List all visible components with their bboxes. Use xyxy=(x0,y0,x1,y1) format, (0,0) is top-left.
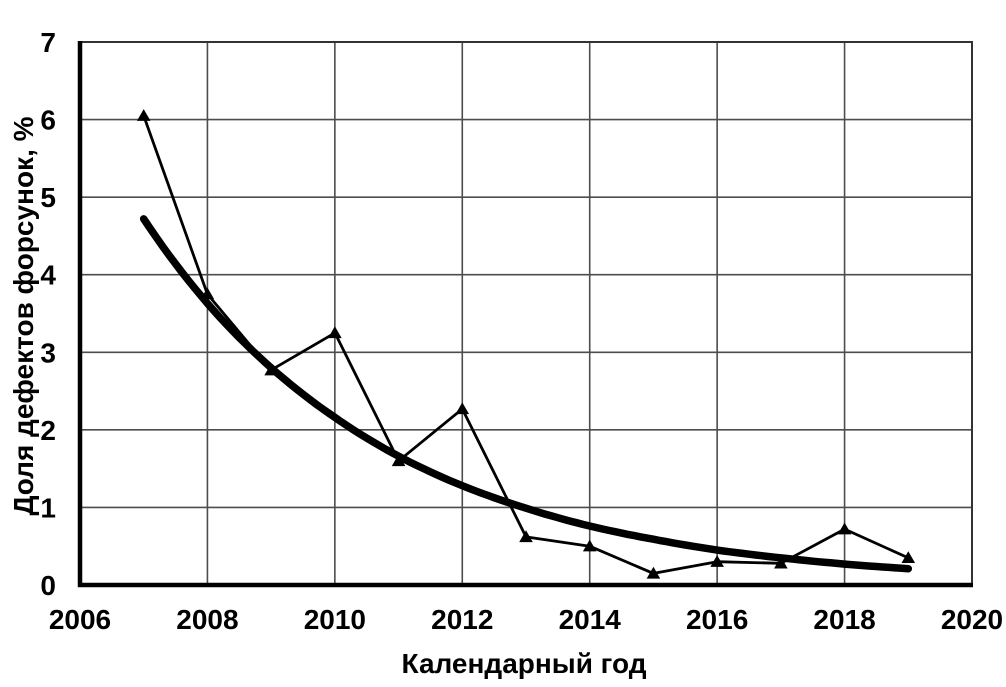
y-tick-label-3: 3 xyxy=(40,337,56,368)
y-tick-label-6: 6 xyxy=(40,105,56,136)
y-tick-label-2: 2 xyxy=(40,415,56,446)
data-point-2009 xyxy=(264,363,278,376)
y-tick-label-5: 5 xyxy=(40,182,56,213)
data-point-2015 xyxy=(646,566,661,579)
data-point-2007 xyxy=(136,109,151,121)
y-axis-title: Доля дефектов форсунок, % xyxy=(8,116,39,516)
x-tick-label-2012: 2012 xyxy=(431,604,493,635)
x-tick-label-2006: 2006 xyxy=(49,604,111,635)
data-point-2019 xyxy=(901,551,916,564)
y-tick-label-0: 0 xyxy=(40,570,56,601)
x-axis-title: Календарный год xyxy=(401,648,647,679)
x-tick-label-2010: 2010 xyxy=(304,604,366,635)
data-point-2017 xyxy=(774,556,788,569)
axis-lines xyxy=(77,41,973,588)
x-tick-label-2014: 2014 xyxy=(559,604,622,635)
y-tick-label-7: 7 xyxy=(40,27,56,58)
data-point-2014 xyxy=(582,539,597,552)
plot-frame xyxy=(80,41,973,585)
data-point-2008 xyxy=(200,287,215,300)
data-point-2018 xyxy=(837,522,852,535)
x-tick-label-2016: 2016 xyxy=(686,604,748,635)
data-point-2010 xyxy=(328,326,342,339)
x-tick-label-2018: 2018 xyxy=(813,604,875,635)
y-tick-label-4: 4 xyxy=(40,260,56,291)
x-tick-label-2008: 2008 xyxy=(176,604,238,635)
data-point-2016 xyxy=(710,555,724,567)
data-point-2013 xyxy=(519,530,533,543)
data-point-2011 xyxy=(391,454,406,467)
trend-curve xyxy=(139,215,913,573)
y-tick-label-1: 1 xyxy=(40,492,56,523)
x-tick-label-2020: 2020 xyxy=(941,604,1003,635)
data-point-2012 xyxy=(455,402,470,415)
